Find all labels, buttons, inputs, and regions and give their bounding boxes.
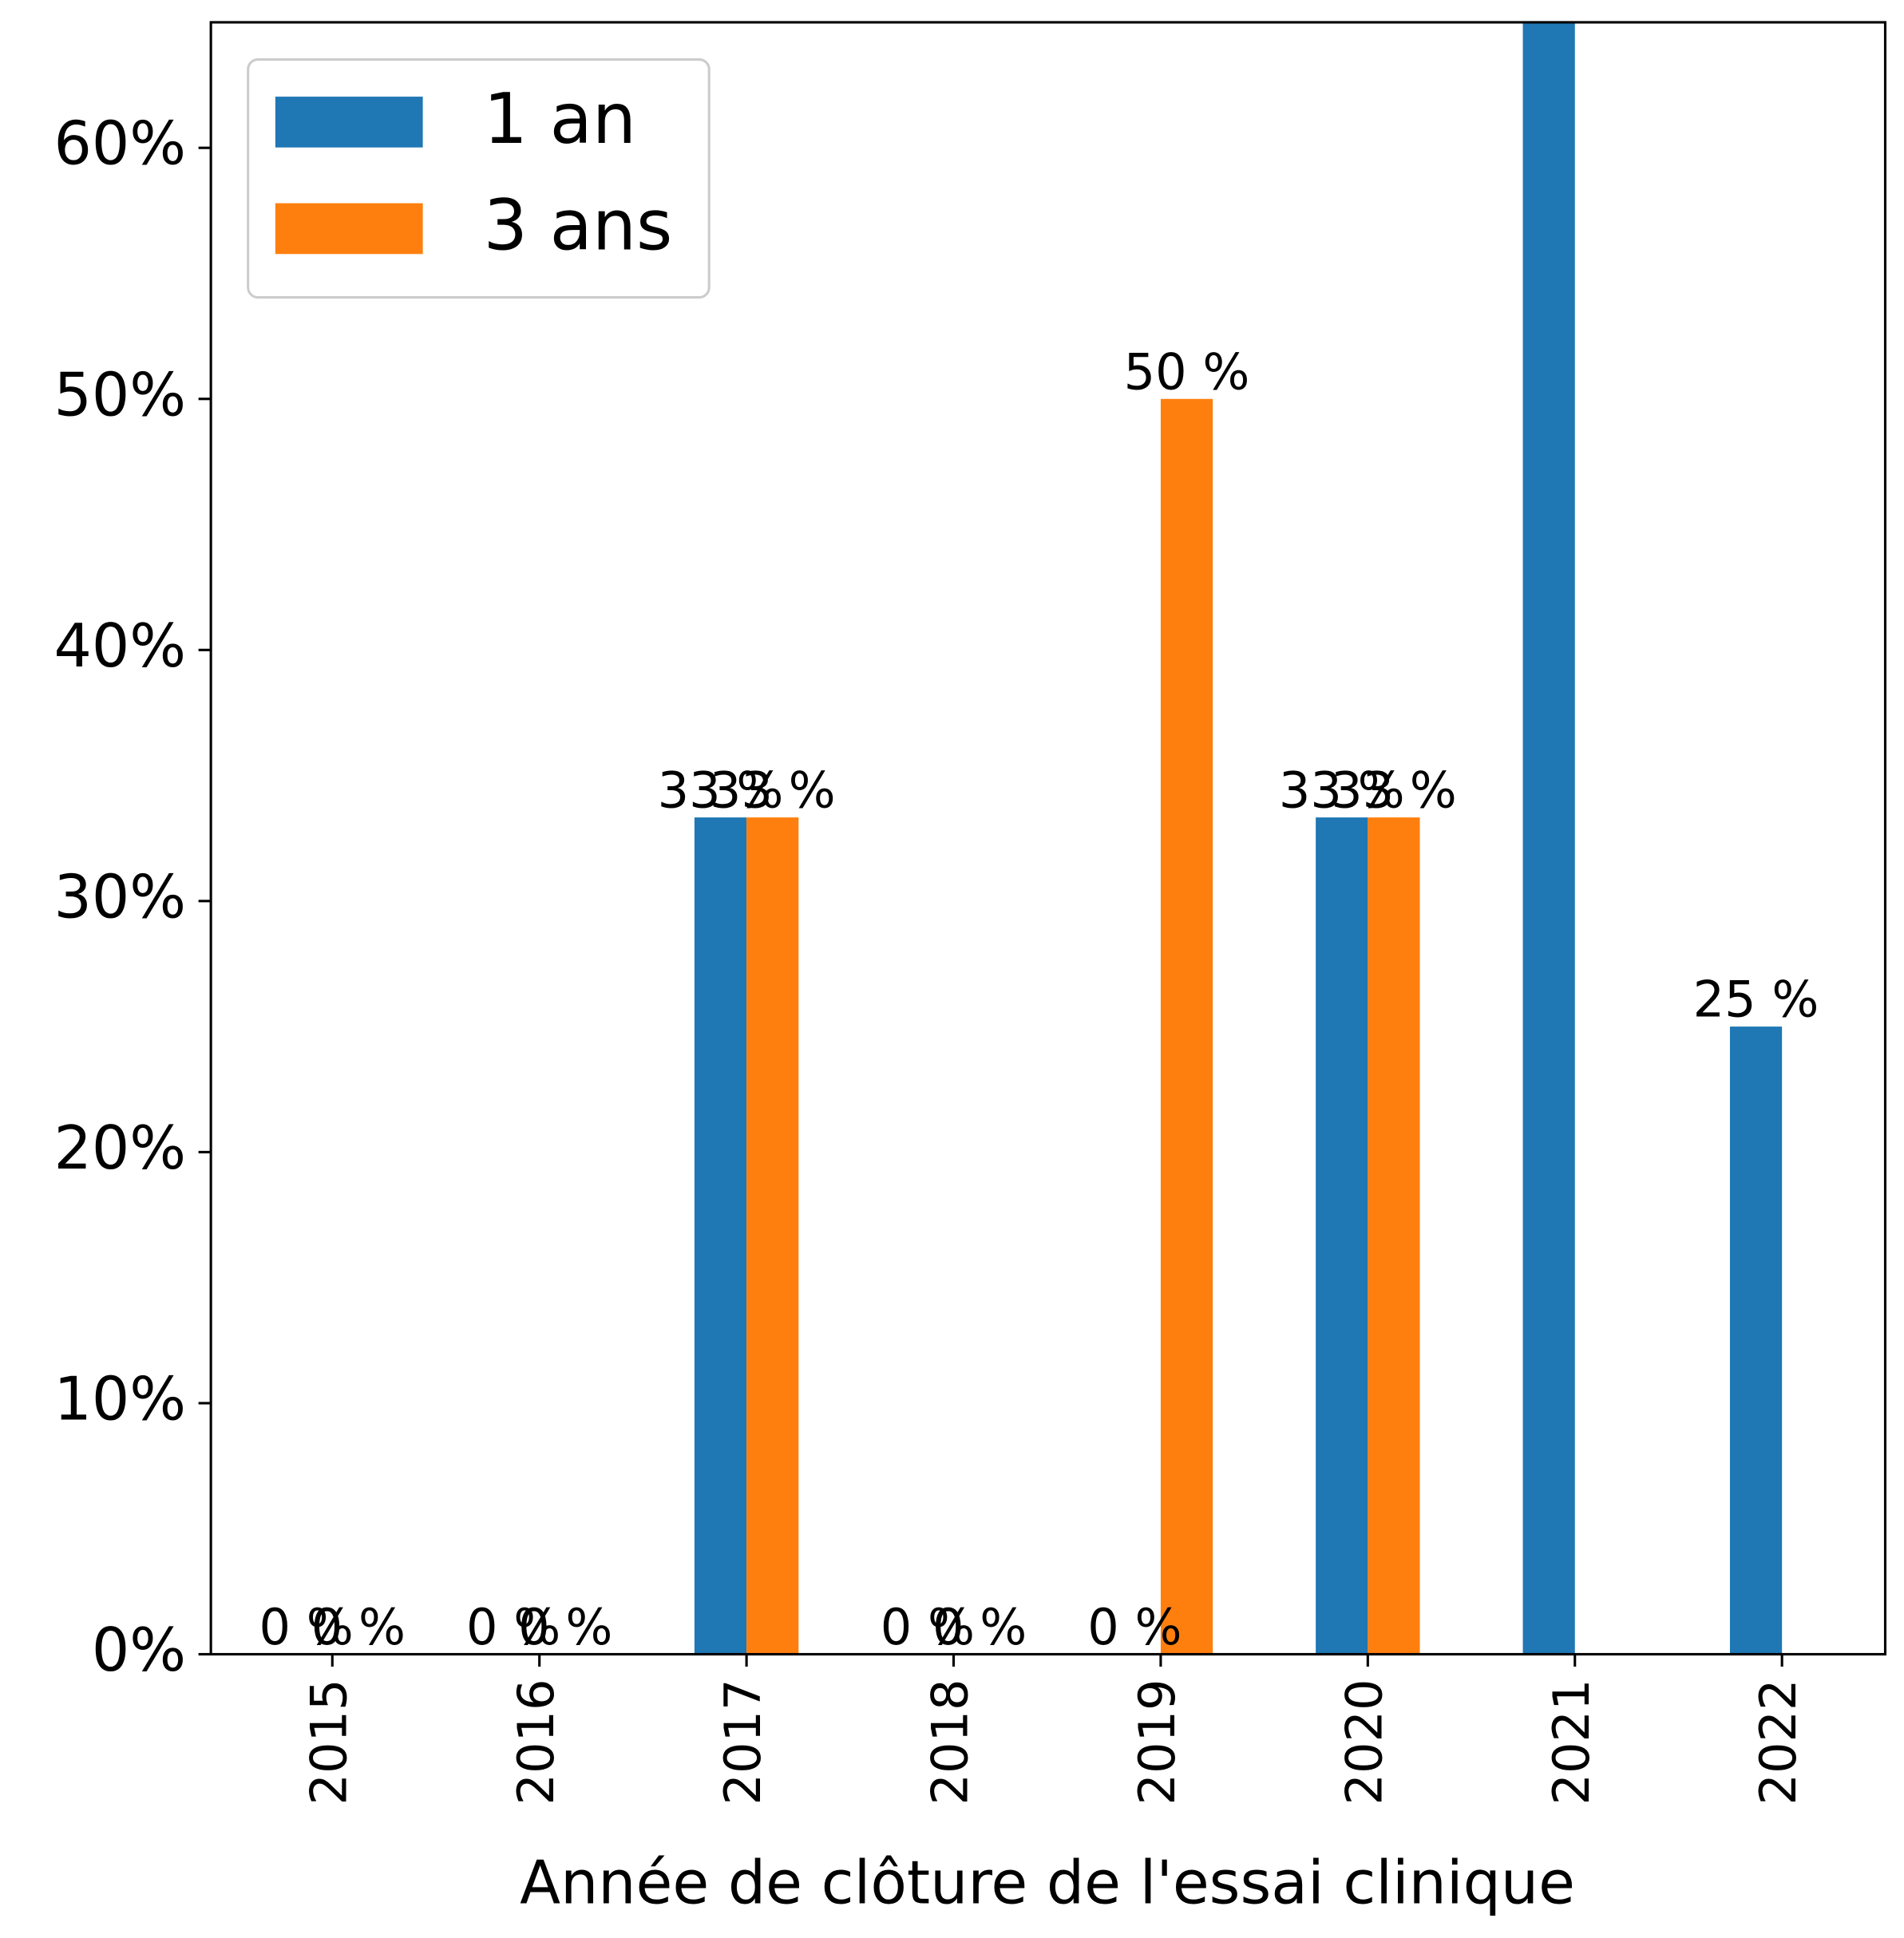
bar bbox=[1316, 817, 1368, 1655]
bar bbox=[1729, 1026, 1783, 1655]
bar bbox=[746, 817, 799, 1655]
legend-label: 3 ans bbox=[484, 185, 673, 267]
value-label: 25 % bbox=[1693, 971, 1819, 1029]
axes-frame bbox=[209, 21, 1887, 1656]
x-axis-label: Année de clôture de l'essai clinique bbox=[520, 1849, 1575, 1918]
value-label: 0 % bbox=[466, 1598, 560, 1656]
bar bbox=[1368, 817, 1420, 1655]
y-tick-label: 10% bbox=[54, 1364, 187, 1434]
value-label: 33 % bbox=[1331, 761, 1457, 820]
y-tick-label: 20% bbox=[54, 1113, 187, 1183]
y-tick-label: 50% bbox=[54, 360, 187, 429]
x-tick-label: 2016 bbox=[507, 1679, 565, 1806]
x-tick-label: 2017 bbox=[714, 1679, 772, 1806]
y-tick-label: 40% bbox=[54, 611, 187, 681]
value-label: 50 % bbox=[1124, 342, 1250, 401]
legend-label: 1 an bbox=[484, 78, 636, 160]
x-tick-label: 2020 bbox=[1335, 1679, 1393, 1806]
plot-area bbox=[694, 22, 1783, 1655]
x-tick-label: 2022 bbox=[1749, 1679, 1807, 1806]
value-label: 0 % bbox=[259, 1598, 354, 1656]
value-label: 33 % bbox=[1279, 761, 1405, 820]
value-label: 33 % bbox=[710, 761, 836, 820]
value-label: 0 % bbox=[518, 1598, 612, 1656]
y-tick-label: 0% bbox=[92, 1616, 186, 1685]
bar bbox=[1160, 398, 1213, 1655]
x-tick-label: 2018 bbox=[921, 1679, 980, 1806]
legend-swatch bbox=[275, 97, 423, 148]
y-tick-label: 60% bbox=[54, 109, 187, 179]
value-label: 33 % bbox=[658, 761, 784, 820]
value-label: 0 % bbox=[881, 1598, 975, 1656]
x-tick-label: 2021 bbox=[1542, 1679, 1601, 1806]
legend-swatch bbox=[275, 203, 423, 255]
bar bbox=[1522, 22, 1575, 1655]
value-label: 0 % bbox=[311, 1598, 406, 1656]
value-label: 0 % bbox=[1087, 1598, 1182, 1656]
bar bbox=[694, 817, 747, 1655]
y-tick-label: 30% bbox=[54, 862, 187, 931]
x-tick-label: 2019 bbox=[1128, 1679, 1186, 1806]
x-tick-label: 2015 bbox=[299, 1679, 358, 1806]
value-label: 0 % bbox=[932, 1598, 1027, 1656]
